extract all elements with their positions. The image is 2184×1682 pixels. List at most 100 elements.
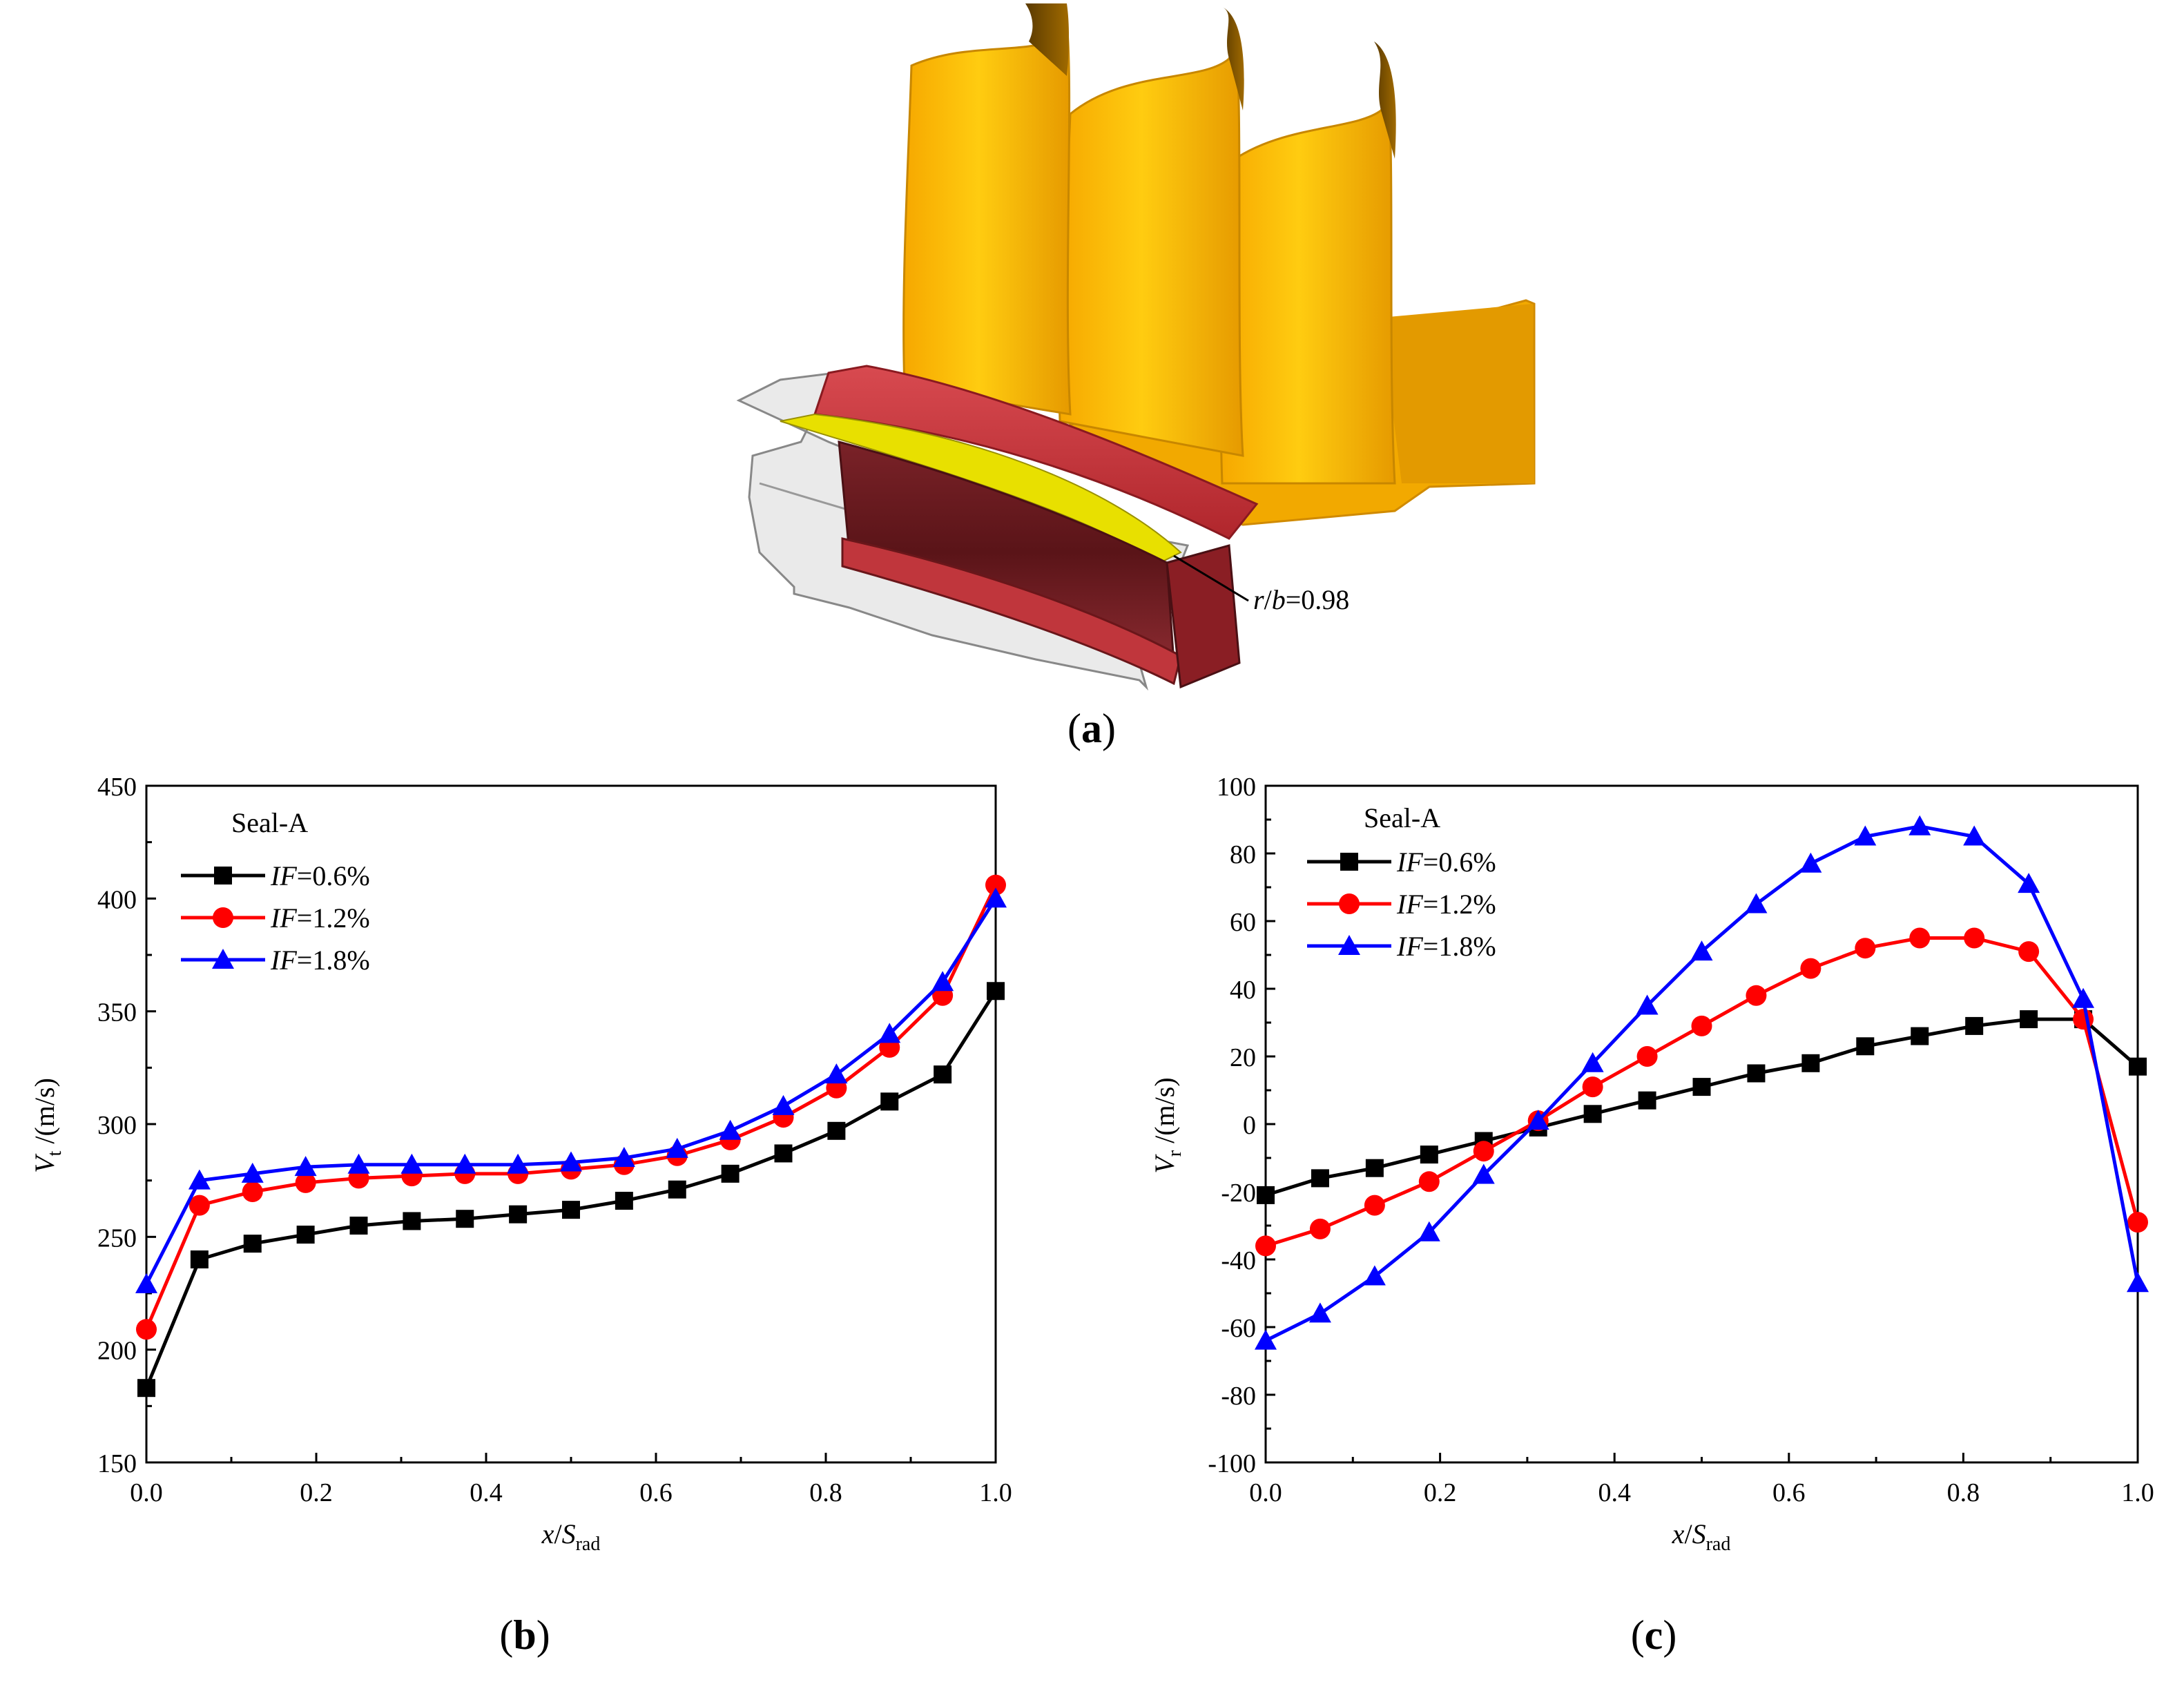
x-tick-label: 0.2 bbox=[300, 1478, 333, 1507]
data-point bbox=[931, 971, 954, 992]
data-point bbox=[1911, 1027, 1929, 1045]
legend-marker bbox=[214, 867, 232, 884]
seal-fin bbox=[841, 537, 1182, 686]
data-point bbox=[1747, 1064, 1766, 1083]
x-tick-label: 0.0 bbox=[1249, 1478, 1282, 1507]
data-point bbox=[1909, 927, 1931, 949]
data-point bbox=[296, 1226, 315, 1244]
data-point bbox=[2072, 987, 2095, 1008]
data-point bbox=[1854, 825, 1877, 846]
x-tick-label: 0.2 bbox=[1424, 1478, 1457, 1507]
data-point bbox=[1473, 1141, 1494, 1162]
legend-entry: IF=0.6% bbox=[181, 860, 370, 891]
data-point bbox=[1583, 1105, 1602, 1123]
y-tick-label: 0 bbox=[1243, 1111, 1256, 1140]
data-point bbox=[1257, 1186, 1275, 1204]
x-tick-label: 1.0 bbox=[979, 1478, 1012, 1507]
data-point bbox=[189, 1195, 210, 1216]
plot-frame bbox=[1264, 784, 2139, 1464]
data-point bbox=[1964, 927, 1985, 949]
x-tick-label: 0.8 bbox=[809, 1478, 842, 1507]
panel-b-label: (b) bbox=[499, 1612, 550, 1658]
data-point bbox=[188, 1169, 211, 1190]
legend-marker bbox=[1340, 853, 1358, 871]
data-point bbox=[1963, 825, 1986, 846]
data-point bbox=[666, 1137, 688, 1158]
panel-c-label: (c) bbox=[1631, 1612, 1677, 1658]
data-point bbox=[1636, 1046, 1658, 1067]
data-point bbox=[2129, 1057, 2147, 1076]
data-point bbox=[1255, 1235, 1276, 1257]
legend-label: IF=0.6% bbox=[270, 860, 370, 891]
x-tick-label: 0.4 bbox=[1598, 1478, 1631, 1507]
data-point bbox=[2073, 1009, 2094, 1030]
blade-3 bbox=[1219, 89, 1396, 485]
data-point bbox=[878, 1023, 901, 1043]
data-point bbox=[1800, 958, 1821, 979]
y-tick-label: -100 bbox=[1208, 1449, 1256, 1478]
data-point bbox=[1965, 1016, 1984, 1035]
legend-title: Seal-A bbox=[231, 807, 308, 838]
y-axis-label: Vr /(m/s) bbox=[1149, 1077, 1186, 1173]
data-point bbox=[880, 1092, 899, 1111]
data-point bbox=[668, 1180, 686, 1199]
legend-label: IF=1.8% bbox=[1396, 931, 1496, 962]
data-point bbox=[1472, 1163, 1495, 1184]
y-axis-label: Vt /(m/s) bbox=[29, 1078, 66, 1173]
data-point bbox=[1801, 1054, 1820, 1072]
blade-3-pressure-side bbox=[1374, 41, 1396, 159]
blade-platform-face bbox=[1381, 304, 1534, 483]
legend: Seal-A IF=0.6% IF=1.2% IF=1.8% bbox=[181, 807, 370, 976]
x-tick-label: 1.0 bbox=[2121, 1478, 2154, 1507]
x-tick-label: 0.8 bbox=[1947, 1478, 1980, 1507]
data-point bbox=[1418, 1171, 1440, 1192]
x-axis-label: x/Srad bbox=[541, 1518, 601, 1555]
data-point bbox=[1690, 940, 1713, 961]
y-tick-label: 100 bbox=[1217, 773, 1256, 802]
data-point bbox=[2020, 1010, 2038, 1029]
data-point bbox=[772, 1094, 795, 1115]
data-point bbox=[985, 887, 1007, 908]
series-square bbox=[1257, 1010, 2147, 1204]
data-point bbox=[612, 1147, 635, 1167]
y-tick-label: 60 bbox=[1230, 908, 1256, 937]
x-tick-label: 0.6 bbox=[639, 1478, 673, 1507]
y-tick-label: 300 bbox=[97, 1111, 137, 1140]
data-point bbox=[1638, 1091, 1656, 1110]
x-tick-label: 0.0 bbox=[130, 1478, 163, 1507]
y-tick-label: 20 bbox=[1230, 1043, 1256, 1072]
y-tick-label: 40 bbox=[1230, 976, 1256, 1005]
y-tick-label: 200 bbox=[97, 1337, 137, 1366]
data-point bbox=[1582, 1076, 1603, 1098]
data-point bbox=[135, 1273, 157, 1293]
y-tick-label: 450 bbox=[97, 773, 137, 802]
data-point bbox=[347, 1153, 370, 1174]
data-point bbox=[136, 1319, 157, 1340]
y-tick-label: 250 bbox=[97, 1224, 137, 1253]
data-point bbox=[1799, 852, 1822, 873]
seal-shroud-top bbox=[813, 365, 1259, 540]
series-triangle bbox=[135, 887, 1007, 1293]
data-point bbox=[1745, 893, 1768, 914]
chart-radial-velocity: -100 -80 -60 -40 -20 0 20 40 60 80 100 0.0 0.2 0.4 0.6… bbox=[1149, 773, 2154, 1658]
y-tick-label: 80 bbox=[1230, 840, 1256, 869]
data-point bbox=[294, 1156, 317, 1177]
data-point bbox=[1255, 1329, 1277, 1350]
data-point bbox=[987, 982, 1005, 1000]
data-point bbox=[403, 1212, 421, 1230]
legend-marker bbox=[213, 907, 233, 928]
x-tick-label: 0.6 bbox=[1772, 1478, 1806, 1507]
data-point bbox=[1365, 1159, 1384, 1177]
data-point bbox=[827, 1121, 846, 1140]
y-tick-label: 150 bbox=[97, 1449, 137, 1478]
legend-entry: IF=1.8% bbox=[181, 945, 370, 976]
data-point bbox=[1855, 938, 1876, 959]
blade-2-pressure-side bbox=[1222, 7, 1244, 110]
data-point bbox=[985, 874, 1006, 896]
annotation-leader bbox=[1173, 554, 1249, 602]
y-tick-label: 400 bbox=[97, 885, 137, 914]
series-layer bbox=[1255, 815, 2149, 1350]
data-point bbox=[560, 1151, 582, 1172]
y-tick-label: 350 bbox=[97, 998, 137, 1027]
